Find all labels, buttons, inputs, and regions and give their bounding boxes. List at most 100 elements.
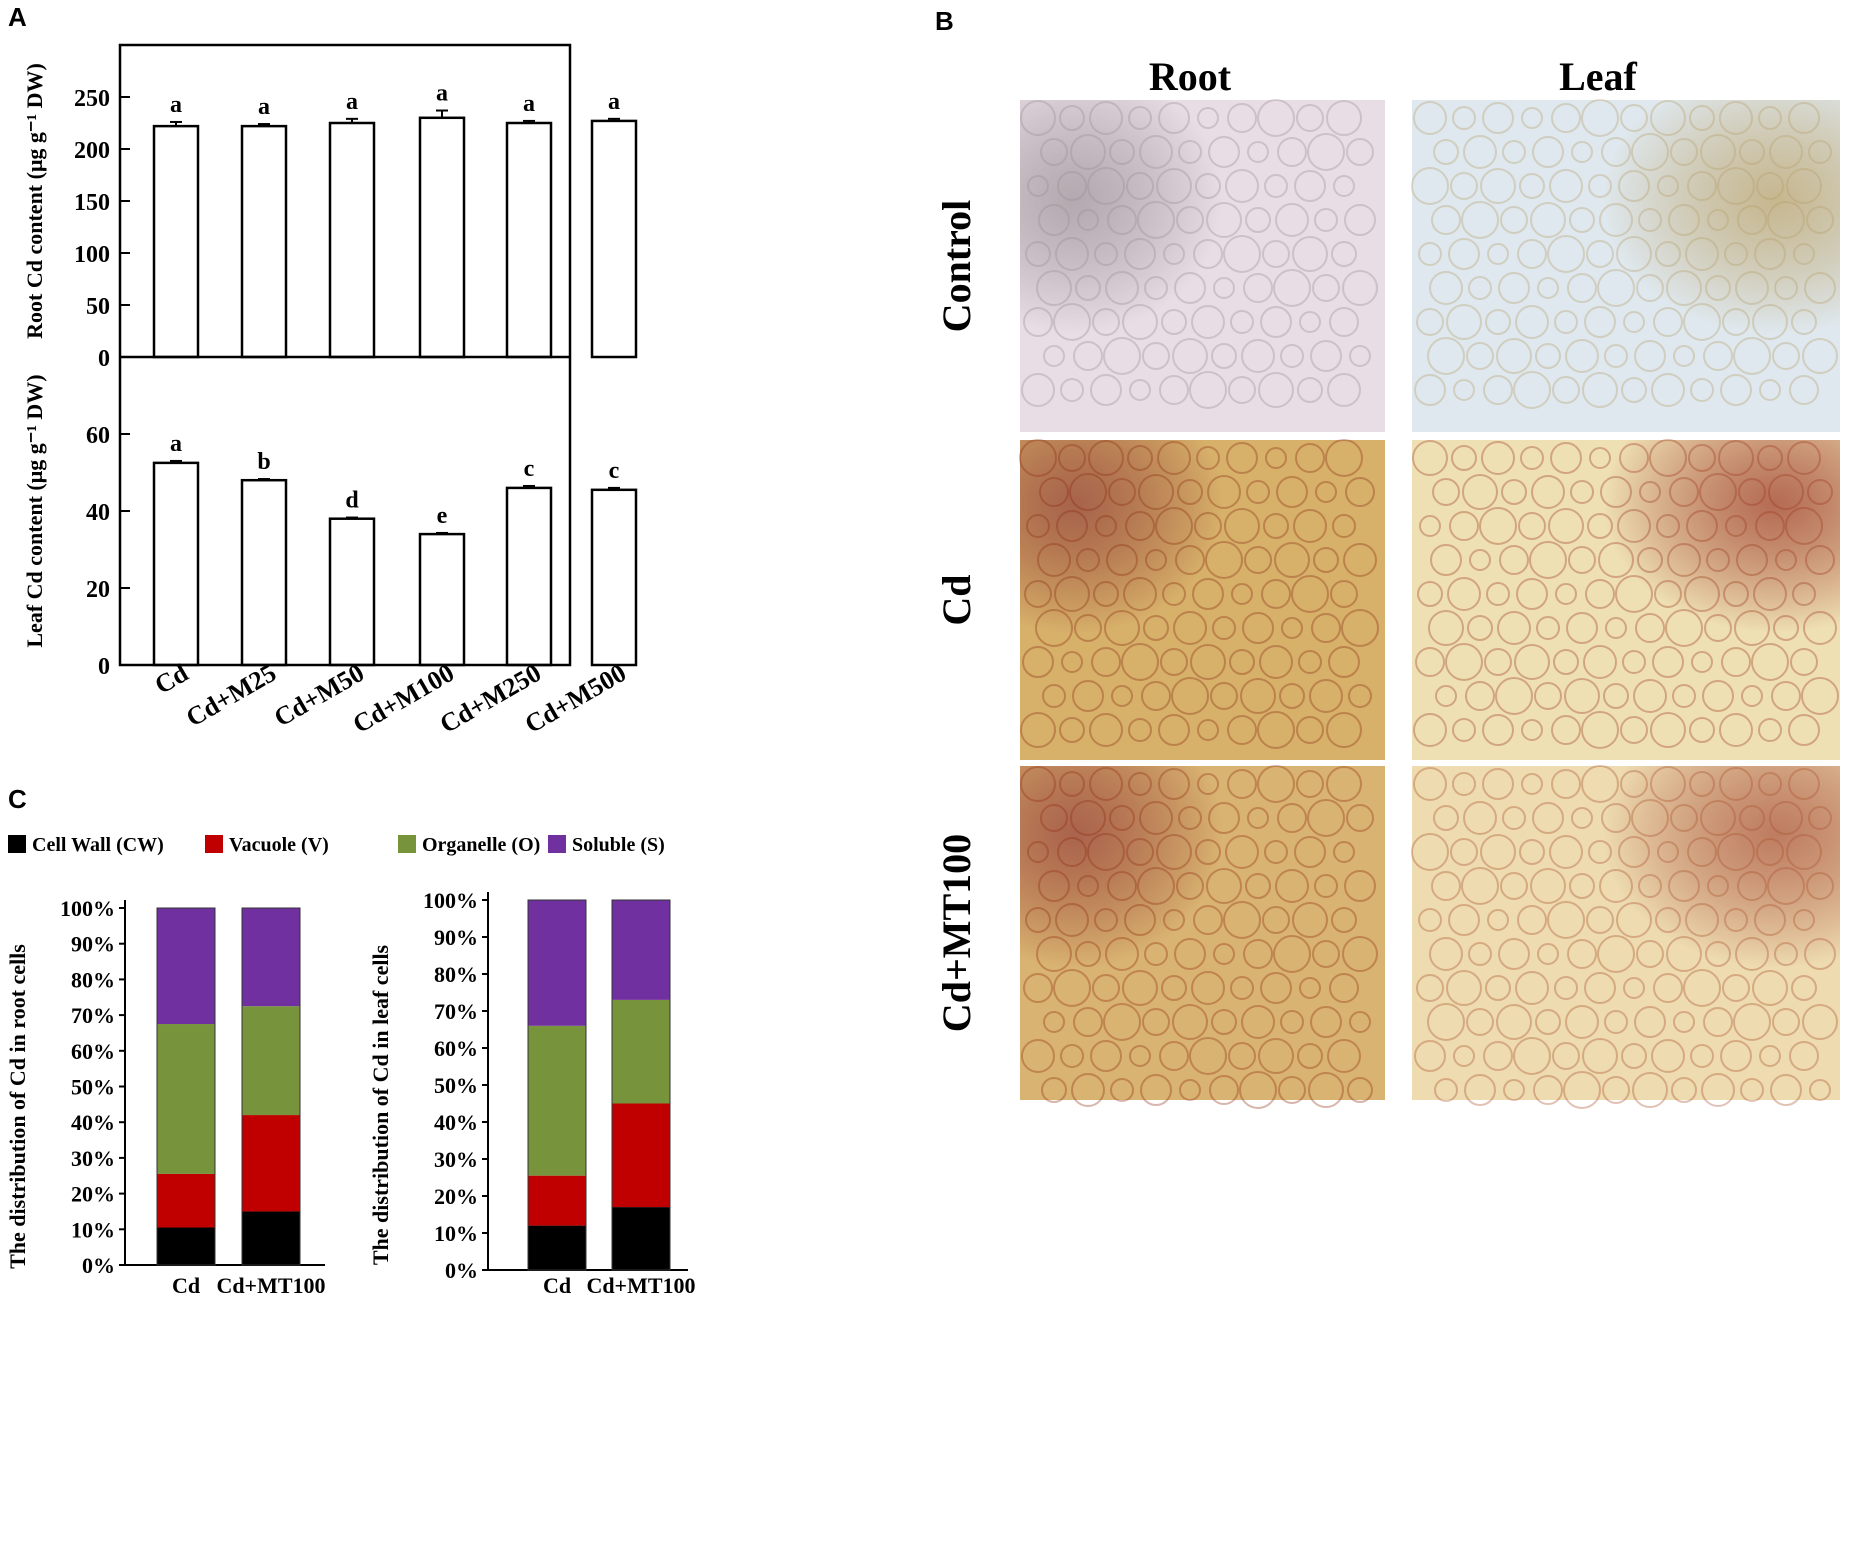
bar-Cd+M100 bbox=[418, 116, 466, 359]
y-tick-label: 60% bbox=[434, 1036, 478, 1061]
segment-Cd+MT100-Soluble (S) bbox=[612, 900, 670, 1000]
y-tick-label: 80% bbox=[434, 962, 478, 987]
panel-label-b: B bbox=[935, 6, 954, 36]
y-tick-label: 20% bbox=[434, 1184, 478, 1209]
significance-letter: c bbox=[609, 458, 620, 484]
segment-Cd+MT100-Organelle (O) bbox=[242, 1006, 300, 1116]
micrograph-Control-Root bbox=[1020, 99, 1385, 432]
y-tick-label: 50% bbox=[71, 1075, 115, 1100]
segment-Cd-Cell Wall (CW) bbox=[528, 1225, 586, 1270]
micrograph-row-Cd: Cd bbox=[934, 574, 979, 625]
panel-label-c: C bbox=[8, 784, 27, 814]
bar-Cd+M250 bbox=[505, 486, 553, 667]
root-cd-plot: 0 50 100 150 200 250 a a a a a a Root Cd content (μg… bbox=[22, 63, 638, 372]
y-tick-label: 0% bbox=[445, 1258, 478, 1283]
micrograph-row-Cd+MT100: Cd+MT100 bbox=[934, 834, 979, 1032]
y-tick-label: 70% bbox=[434, 999, 478, 1024]
y-tick-label: 20% bbox=[71, 1182, 115, 1207]
leaf-cd-ylabel: Leaf Cd content (μg g⁻¹ DW) bbox=[22, 374, 47, 647]
leaf-cd-plot: 0 20 40 60 a b d e c c Leaf Cd content (μg g⁻¹ DW) bbox=[22, 374, 638, 680]
significance-letter: b bbox=[257, 449, 270, 475]
micrograph-Cd+MT100-Leaf bbox=[1411, 765, 1840, 1109]
y-tick-label: 50 bbox=[86, 294, 110, 320]
legend-swatch-2 bbox=[398, 835, 416, 853]
leaf-dist-plot: 0% 10% 20% 30% 40% 50% 60% 70% 80% 90% 100% Cd Cd+MT… bbox=[368, 888, 696, 1298]
segment-Cd-Organelle (O) bbox=[528, 1025, 586, 1176]
legend-label-0: Cell Wall (CW) bbox=[32, 834, 164, 856]
bar-outline bbox=[611, 899, 671, 1271]
root-cd-ylabel: Root Cd content (μg g⁻¹ DW) bbox=[22, 63, 47, 339]
x-label-Cd: Cd bbox=[543, 1273, 571, 1298]
bar-Cd bbox=[152, 124, 200, 359]
y-tick-label: 90% bbox=[71, 932, 115, 957]
y-tick-label: 0 bbox=[98, 654, 110, 680]
micrograph-Cd-Leaf bbox=[1412, 439, 1840, 760]
root-dist-ylabel: The distribution of Cd in root cells bbox=[5, 944, 30, 1269]
bar-Cd+M250 bbox=[505, 121, 553, 359]
legend-label-1: Vacuole (V) bbox=[229, 834, 329, 856]
y-tick-label: 100 bbox=[74, 242, 110, 268]
y-tick-label: 70% bbox=[71, 1003, 115, 1028]
micrograph-col-Root: Root bbox=[1149, 54, 1232, 99]
significance-letter: a bbox=[523, 91, 535, 117]
segment-Cd-Soluble (S) bbox=[528, 900, 586, 1026]
segment-Cd-Soluble (S) bbox=[157, 908, 215, 1025]
y-tick-label: 0% bbox=[82, 1253, 115, 1278]
significance-letter: a bbox=[258, 94, 270, 120]
leaf-dist-ylabel: The distribution of Cd in leaf cells bbox=[368, 944, 393, 1265]
y-tick-label: 100% bbox=[423, 888, 478, 913]
segment-Cd+MT100-Vacuole (V) bbox=[242, 1115, 300, 1212]
x-label-Cd+MT100: Cd+MT100 bbox=[586, 1273, 695, 1298]
y-tick-label: 30% bbox=[71, 1146, 115, 1171]
y-tick-label: 80% bbox=[71, 967, 115, 992]
significance-letter: e bbox=[437, 503, 448, 529]
y-tick-label: 100% bbox=[60, 896, 115, 921]
y-tick-label: 20 bbox=[86, 577, 110, 603]
legend-swatch-0 bbox=[8, 835, 26, 853]
legend-swatch-1 bbox=[205, 835, 223, 853]
y-tick-label: 30% bbox=[434, 1147, 478, 1172]
bar-outline bbox=[241, 907, 301, 1266]
y-tick-label: 200 bbox=[74, 138, 110, 164]
y-tick-label: 250 bbox=[74, 86, 110, 112]
micrograph-Cd+MT100-Root bbox=[1020, 765, 1385, 1109]
y-tick-label: 150 bbox=[74, 190, 110, 216]
significance-letter: a bbox=[170, 92, 182, 118]
y-tick-label: 40% bbox=[71, 1110, 115, 1135]
micrograph-row-Control: Control bbox=[934, 200, 979, 333]
bar-Cd+M25 bbox=[240, 478, 288, 667]
bar-Cd bbox=[152, 461, 200, 667]
root-dist-plot: 0% 10% 20% 30% 40% 50% 60% 70% 80% 90% 100% Cd Cd+MT… bbox=[5, 896, 326, 1298]
segment-Cd+MT100-Organelle (O) bbox=[612, 999, 670, 1104]
y-tick-label: 60% bbox=[71, 1039, 115, 1064]
bar-outline bbox=[527, 899, 587, 1271]
micrograph-Cd-Root bbox=[1019, 439, 1385, 760]
legend-swatch-3 bbox=[548, 835, 566, 853]
significance-letter: d bbox=[345, 488, 359, 514]
bar-Cd+M50 bbox=[328, 517, 376, 667]
y-tick-label: 60 bbox=[86, 423, 110, 449]
legend-label-3: Soluble (S) bbox=[572, 834, 665, 856]
y-tick-label: 90% bbox=[434, 925, 478, 950]
segment-Cd-Cell Wall (CW) bbox=[157, 1227, 215, 1265]
panel-label-a: A bbox=[8, 2, 27, 32]
segment-Cd+MT100-Soluble (S) bbox=[242, 908, 300, 1007]
legend-label-2: Organelle (O) bbox=[422, 834, 540, 856]
panel-a-frame bbox=[118, 43, 572, 667]
significance-letter: a bbox=[170, 431, 182, 457]
y-tick-label: 10% bbox=[71, 1217, 115, 1242]
significance-letter: a bbox=[346, 89, 358, 115]
segment-Cd+MT100-Cell Wall (CW) bbox=[242, 1211, 300, 1265]
y-tick-label: 40 bbox=[86, 500, 110, 526]
bar-Cd+M100 bbox=[418, 532, 466, 667]
x-label-Cd+MT100: Cd+MT100 bbox=[216, 1273, 325, 1298]
bar-Cd+M500 bbox=[590, 119, 638, 359]
bar-outline bbox=[156, 907, 216, 1266]
y-tick-label: 40% bbox=[434, 1110, 478, 1135]
segment-Cd+MT100-Cell Wall (CW) bbox=[612, 1207, 670, 1270]
x-label-Cd: Cd bbox=[172, 1273, 200, 1298]
y-tick-label: 50% bbox=[434, 1073, 478, 1098]
segment-Cd-Organelle (O) bbox=[157, 1024, 215, 1174]
significance-letter: a bbox=[608, 89, 620, 115]
